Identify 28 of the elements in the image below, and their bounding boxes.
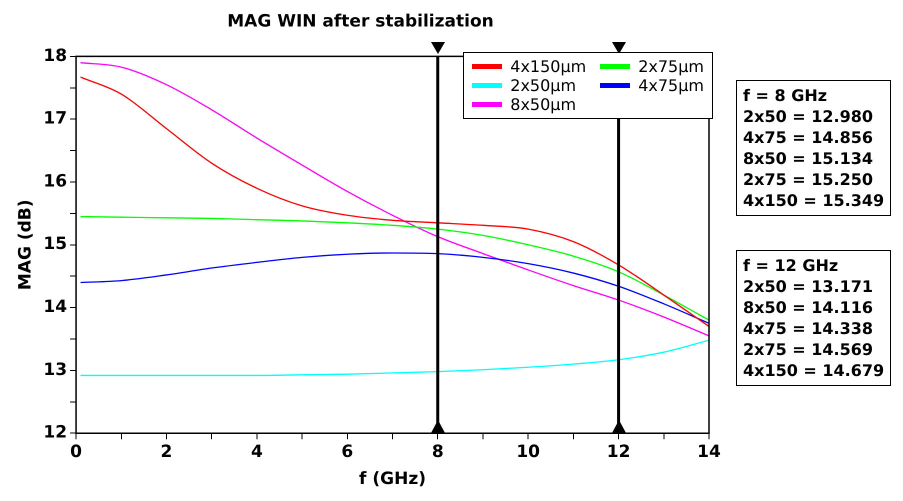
y-tick-label: 16 [43,171,68,192]
y-tick-label: 17 [43,108,68,129]
y-axis-title: MAG (dB) [16,199,36,290]
x-tick-label: 12 [606,442,630,462]
legend-label: 4x75µm [638,76,704,95]
line-series [80,340,709,376]
x-tick-label: 4 [250,442,263,462]
y-tick-label: 14 [43,297,68,318]
line-series [80,216,709,321]
x-tick-label: 8 [432,442,444,462]
legend-label: 2x50µm [510,76,576,95]
legend-label: 2x75µm [638,57,704,76]
x-tick-label: 14 [697,442,721,462]
y-tick-label: 13 [43,360,68,380]
x-tick-label: 10 [516,442,540,462]
x-axis-title: f (GHz) [359,469,426,490]
line-series [80,252,709,324]
legend-label: 8x50µm [510,95,576,114]
x-tick-label: 6 [341,442,354,462]
x-tick-label: 0 [70,442,82,462]
chart-title: MAG WIN after stabilization [227,12,494,32]
x-tick-label: 2 [160,442,172,462]
text: f = 8 GHz 2x50 = 12.980 4x75 = 14.856 8x50 = 15.134 2x75 = 15.250 4x150 = 15.349 [736,80,892,216]
legend-label: 4x150µm [510,57,586,76]
y-tick-label: 12 [43,422,68,443]
text: f = 12 GHz 2x50 = 13.171 8x50 = 14.116 4x75 = 14.338 2x75 = 14.569 4x150 = 14.679 [736,250,892,386]
y-tick-label: 15 [43,234,68,254]
y-tick-label: 18 [43,46,68,66]
